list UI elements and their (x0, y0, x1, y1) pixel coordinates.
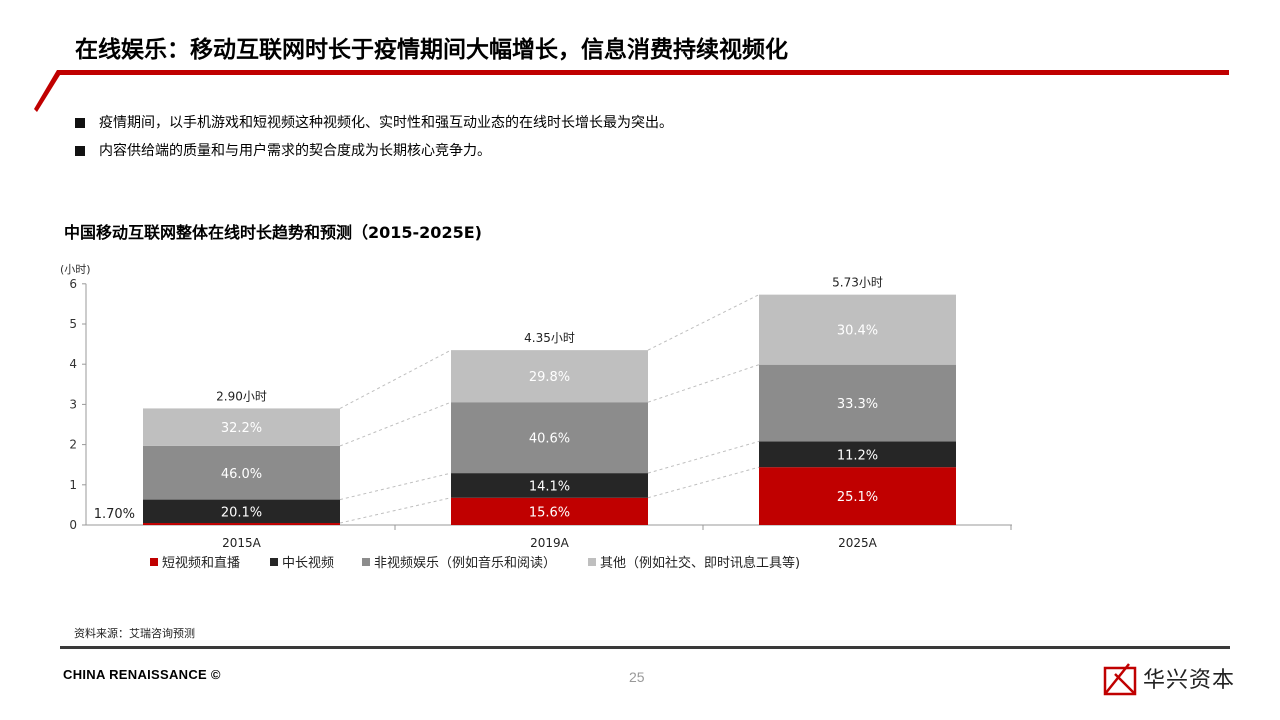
x-tick-label: 2019A (530, 536, 570, 550)
connector-line (339, 472, 452, 501)
data-label: 1.70% (94, 507, 135, 522)
page-number: 25 (629, 669, 645, 685)
bullet-item: 内容供给端的质量和与用户需求的契合度成为长期核心竞争力。 (75, 140, 673, 168)
bullet-list: 疫情期间，以手机游戏和短视频这种视频化、实时性和强互动业态的在线时长增长最为突出… (75, 112, 673, 168)
y-tick-label: 5 (69, 317, 77, 331)
bullet-item: 疫情期间，以手机游戏和短视频这种视频化、实时性和强互动业态的在线时长增长最为突出… (75, 112, 673, 140)
data-label: 40.6% (529, 432, 570, 447)
legend-label: 非视频娱乐（例如音乐和阅读） (374, 555, 556, 571)
connector-line (339, 401, 452, 447)
data-label: 11.2% (837, 448, 878, 463)
bar-segment (451, 402, 648, 474)
bullet-text: 疫情期间，以手机游戏和短视频这种视频化、实时性和强互动业态的在线时长增长最为突出… (99, 115, 673, 131)
legend-swatch (588, 558, 596, 566)
bullet-text: 内容供给端的质量和与用户需求的契合度成为长期核心竞争力。 (99, 143, 491, 159)
bar-segment (143, 523, 340, 525)
legend-swatch (362, 558, 370, 566)
data-label: 32.2% (221, 421, 262, 436)
china-renaissance-logo-icon (1103, 663, 1137, 696)
x-tick-label: 2015A (222, 536, 262, 550)
data-label: 29.8% (529, 370, 570, 385)
legend-label: 其他（例如社交、即时讯息工具等) (600, 555, 800, 571)
total-label: 4.35小时 (524, 331, 575, 345)
bar-segment (451, 350, 648, 403)
data-label: 25.1% (837, 490, 878, 505)
y-tick-label: 2 (69, 438, 77, 452)
header-rule-line (34, 70, 1229, 112)
y-tick-label: 3 (69, 397, 77, 411)
bullet-square-icon (75, 146, 85, 156)
bar-segment (451, 473, 648, 498)
logo-text: 华兴资本 (1143, 668, 1236, 693)
bar-segment (143, 445, 340, 500)
data-label: 30.4% (837, 324, 878, 339)
bullet-square-icon (75, 118, 85, 128)
data-label: 14.1% (529, 479, 570, 494)
brand-name: CHINA RENAISSANCE © (63, 667, 221, 682)
connector-line (647, 364, 760, 403)
connector-line (339, 349, 452, 409)
connector-line (647, 294, 760, 351)
bar-segment (143, 499, 340, 524)
footer-rule (60, 646, 1230, 649)
total-label: 2.90小时 (216, 389, 267, 403)
data-label: 20.1% (221, 505, 262, 520)
legend-swatch (150, 558, 158, 566)
bar-segment (451, 497, 648, 525)
header-rule (34, 70, 1229, 112)
bar-segment (759, 467, 956, 525)
data-label: 33.3% (837, 397, 878, 412)
legend-label: 短视频和直播 (162, 556, 240, 571)
connector-line (647, 466, 760, 499)
legend-swatch (270, 558, 278, 566)
data-label: 15.6% (529, 505, 570, 520)
y-tick-label: 0 (69, 518, 77, 532)
bar-segment (759, 364, 956, 442)
bar-segment (143, 408, 340, 446)
bar-segment (759, 294, 956, 365)
total-label: 5.73小时 (832, 276, 883, 290)
y-tick-label: 4 (69, 357, 77, 371)
connector-line (647, 440, 760, 474)
data-label: 46.0% (221, 467, 262, 482)
x-tick-label: 2025A (838, 536, 878, 550)
y-tick-label: 1 (69, 478, 77, 492)
y-unit-label: (小时) (60, 263, 91, 276)
bar-segment (759, 441, 956, 468)
y-tick-label: 6 (69, 277, 77, 291)
source-note: 资料来源：艾瑞咨询预测 (74, 627, 195, 640)
slide-title: 在线娱乐：移动互联网时长于疫情期间大幅增长，信息消费持续视频化 (75, 37, 788, 63)
legend-label: 中长视频 (282, 556, 334, 571)
connector-line (339, 497, 452, 524)
chart-title: 中国移动互联网整体在线时长趋势和预测（2015-2025E) (64, 223, 482, 242)
